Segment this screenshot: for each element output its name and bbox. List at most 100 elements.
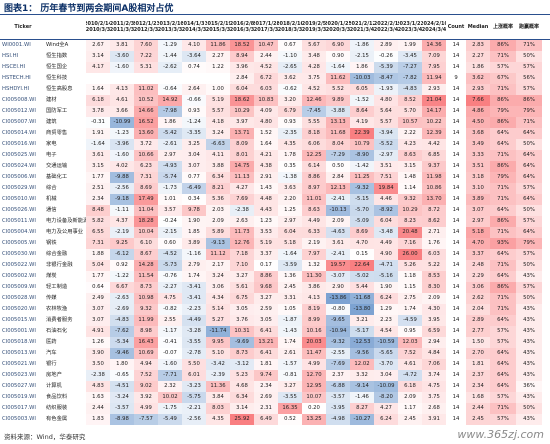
cell: -9.88 <box>110 172 134 183</box>
cell: -0.76 <box>158 271 182 282</box>
rule <box>0 14 550 15</box>
cell: 12.95 <box>302 381 326 392</box>
cell: 3.81 <box>110 40 134 51</box>
cell: 11.47 <box>302 348 326 359</box>
cell: -2.38 <box>86 370 110 381</box>
cell: -7.69 <box>326 359 350 370</box>
cell: 14 <box>452 240 460 246</box>
cell: 8.94 <box>230 51 254 62</box>
cell: 2.89 <box>374 40 398 51</box>
cell: 8.99 <box>302 315 326 326</box>
cell: 1.90 <box>182 216 206 227</box>
cell: 86% <box>490 95 516 106</box>
cell: 10.16 <box>302 326 326 337</box>
cell: 14 <box>452 295 460 301</box>
cell: 7.31 <box>134 172 158 183</box>
cell: 3.05 <box>254 315 278 326</box>
row-label: 计算机 <box>46 383 62 389</box>
cell: -9.32 <box>350 183 374 194</box>
cell: -5.75 <box>182 392 206 403</box>
row-label: 恒生指数 <box>46 53 68 59</box>
cell: -9.32 <box>326 337 350 348</box>
cell: 3.04 <box>374 370 398 381</box>
cell: 14 <box>452 262 460 268</box>
cell: 1.86 <box>158 117 182 128</box>
cell: 14 <box>452 361 460 367</box>
cell: 4.83 <box>86 381 110 392</box>
cell: 14.28 <box>134 260 158 271</box>
cell: -10.09 <box>374 381 398 392</box>
row-label: 通信 <box>46 207 57 213</box>
cell: 5.10 <box>206 348 230 359</box>
row-label: 汽车 <box>46 350 57 356</box>
cell: 2.34 <box>466 381 490 392</box>
cell: 5.44 <box>350 282 374 293</box>
cell: -0.62 <box>278 84 302 95</box>
cell: 5.55 <box>302 117 326 128</box>
cell: 10.31 <box>230 326 254 337</box>
row-label: CI005006.WI <box>2 174 36 180</box>
cell: 2.67 <box>86 40 110 51</box>
cell: 7.95 <box>422 62 446 73</box>
cell: -5.16 <box>374 271 398 282</box>
cell: -1.64 <box>326 62 350 73</box>
cell: 3.86 <box>302 282 326 293</box>
cell: -9.14 <box>350 381 374 392</box>
cell: 57% <box>490 414 516 425</box>
cell: 14 <box>452 152 460 158</box>
cell: -12.53 <box>350 337 374 348</box>
cell: 6.75 <box>230 293 254 304</box>
cell: 14 <box>452 86 460 92</box>
cell: 79% <box>490 106 516 117</box>
cell: -1.60 <box>110 150 134 161</box>
column-header: Median <box>467 23 489 30</box>
cell: 2.27 <box>466 51 490 62</box>
cell: -0.82 <box>158 304 182 315</box>
cell: 2.45 <box>398 414 422 425</box>
column-header: 2017/1/28 2017/3/3 <box>254 20 278 34</box>
cell: 10.52 <box>134 95 158 106</box>
cell: 3.05 <box>230 304 254 315</box>
cell: 14.66 <box>134 106 158 117</box>
cell: -6.49 <box>182 183 206 194</box>
cell: 7.52 <box>398 348 422 359</box>
cell: 13.25 <box>302 414 326 425</box>
cell: 5.64 <box>374 106 398 117</box>
cell: 3.37 <box>466 249 490 260</box>
cell: 0.95 <box>398 326 422 337</box>
cell: 56% <box>516 73 542 84</box>
row-label: 建筑 <box>46 119 57 125</box>
cell: -2.19 <box>110 227 134 238</box>
cell: 8.23 <box>398 216 422 227</box>
cell: 7.66 <box>466 95 490 106</box>
cell: 71% <box>490 84 516 95</box>
cell: 7.22 <box>134 51 158 62</box>
cell: 25.92 <box>230 414 254 425</box>
column-header: 2019/2/5 2019/3/3 <box>302 20 326 34</box>
cell: 9.25 <box>110 238 134 249</box>
cell: 9 <box>454 75 458 81</box>
cell: 14 <box>452 42 460 48</box>
cell: 6.05 <box>350 84 374 95</box>
cell: 3.07 <box>86 315 110 326</box>
cell: 14 <box>452 218 460 224</box>
cell: -4.98 <box>326 414 350 425</box>
cell: 64% <box>490 271 516 282</box>
cell: 50% <box>516 205 542 216</box>
cell: 6.49 <box>254 414 278 425</box>
cell: 9.78 <box>182 205 206 216</box>
row-label: 轻工制造 <box>46 284 68 290</box>
cell: 71% <box>490 150 516 161</box>
cell: 2.34 <box>86 194 110 205</box>
cell: 2.23 <box>374 315 398 326</box>
cell: 6.79 <box>278 106 302 117</box>
cell: 20.48 <box>398 227 422 238</box>
cell: 2.37 <box>326 370 350 381</box>
row-label: 基础化工 <box>46 174 68 180</box>
cell: -5.34 <box>110 337 134 348</box>
title: 图表1： 历年春节到两会期间A股相对占优 <box>4 4 174 14</box>
cell: 14 <box>452 119 460 125</box>
cell: 43% <box>516 315 542 326</box>
cell: -3.23 <box>182 381 206 392</box>
cell: 4.46 <box>374 194 398 205</box>
